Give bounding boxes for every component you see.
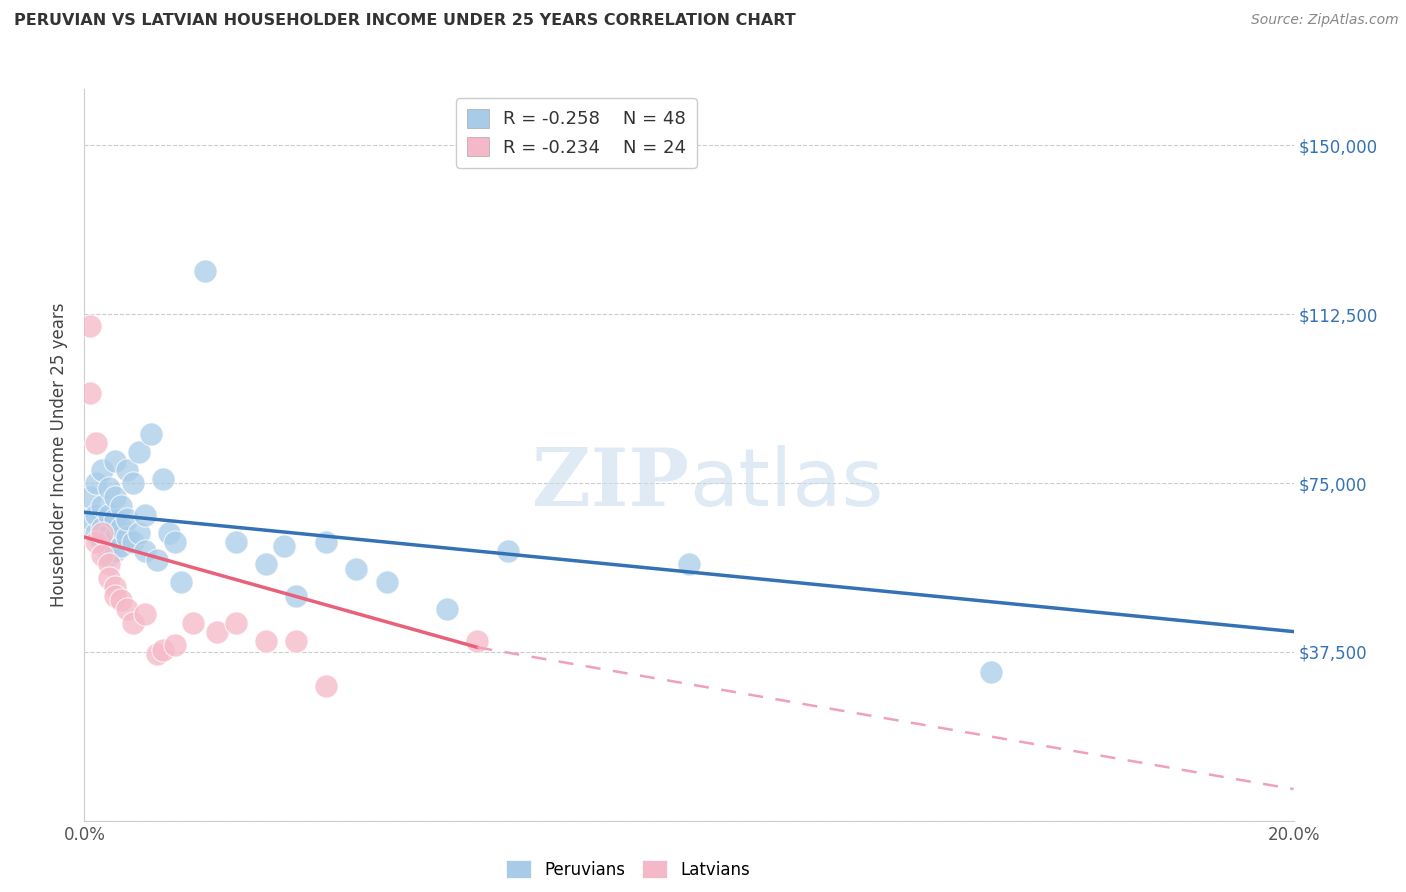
Point bbox=[115, 602, 138, 616]
Point bbox=[121, 476, 143, 491]
Point bbox=[104, 490, 127, 504]
Point bbox=[97, 557, 120, 571]
Point bbox=[285, 633, 308, 648]
Point bbox=[678, 557, 700, 571]
Point bbox=[79, 386, 101, 401]
Point bbox=[157, 525, 180, 540]
Point bbox=[980, 665, 1002, 679]
Point bbox=[91, 462, 114, 476]
Point bbox=[121, 615, 143, 630]
Point bbox=[97, 481, 120, 495]
Point bbox=[194, 264, 217, 278]
Point bbox=[115, 530, 138, 544]
Point bbox=[467, 633, 489, 648]
Point bbox=[79, 490, 101, 504]
Point bbox=[128, 525, 150, 540]
Point bbox=[110, 499, 132, 513]
Legend: Peruvians, Latvians: Peruvians, Latvians bbox=[499, 854, 758, 886]
Point bbox=[86, 525, 108, 540]
Text: Source: ZipAtlas.com: Source: ZipAtlas.com bbox=[1251, 13, 1399, 28]
Y-axis label: Householder Income Under 25 years: Householder Income Under 25 years bbox=[51, 302, 69, 607]
Point bbox=[315, 534, 337, 549]
Point bbox=[254, 633, 277, 648]
Point bbox=[254, 557, 277, 571]
Point bbox=[139, 426, 162, 441]
Point bbox=[79, 318, 101, 333]
Point bbox=[165, 638, 187, 652]
Point bbox=[79, 512, 101, 526]
Point bbox=[86, 435, 108, 450]
Text: PERUVIAN VS LATVIAN HOUSEHOLDER INCOME UNDER 25 YEARS CORRELATION CHART: PERUVIAN VS LATVIAN HOUSEHOLDER INCOME U… bbox=[14, 13, 796, 29]
Point bbox=[97, 508, 120, 522]
Point bbox=[181, 615, 204, 630]
Point bbox=[134, 508, 156, 522]
Point bbox=[91, 521, 114, 535]
Point bbox=[110, 539, 132, 553]
Point bbox=[91, 534, 114, 549]
Point bbox=[104, 589, 127, 603]
Point bbox=[436, 602, 458, 616]
Point bbox=[91, 525, 114, 540]
Point bbox=[134, 543, 156, 558]
Point bbox=[346, 561, 368, 575]
Point bbox=[225, 615, 247, 630]
Point bbox=[152, 471, 174, 485]
Point bbox=[110, 521, 132, 535]
Point bbox=[146, 552, 169, 566]
Point bbox=[128, 444, 150, 458]
Point bbox=[86, 476, 108, 491]
Point bbox=[225, 534, 247, 549]
Point bbox=[91, 548, 114, 562]
Point bbox=[104, 543, 127, 558]
Point bbox=[97, 525, 120, 540]
Point bbox=[273, 539, 295, 553]
Point bbox=[496, 543, 519, 558]
Point bbox=[115, 512, 138, 526]
Point bbox=[86, 534, 108, 549]
Point bbox=[97, 571, 120, 585]
Point bbox=[285, 589, 308, 603]
Point bbox=[375, 575, 398, 590]
Point bbox=[146, 647, 169, 661]
Point bbox=[104, 580, 127, 594]
Point bbox=[315, 679, 337, 693]
Point bbox=[170, 575, 193, 590]
Point bbox=[104, 530, 127, 544]
Point bbox=[91, 499, 114, 513]
Point bbox=[134, 607, 156, 621]
Point bbox=[115, 462, 138, 476]
Text: ZIP: ZIP bbox=[531, 445, 689, 524]
Point bbox=[207, 624, 229, 639]
Point bbox=[165, 534, 187, 549]
Point bbox=[121, 534, 143, 549]
Text: atlas: atlas bbox=[689, 445, 883, 524]
Point bbox=[104, 512, 127, 526]
Point bbox=[110, 593, 132, 607]
Point bbox=[86, 508, 108, 522]
Point bbox=[152, 642, 174, 657]
Point bbox=[97, 548, 120, 562]
Point bbox=[104, 453, 127, 467]
